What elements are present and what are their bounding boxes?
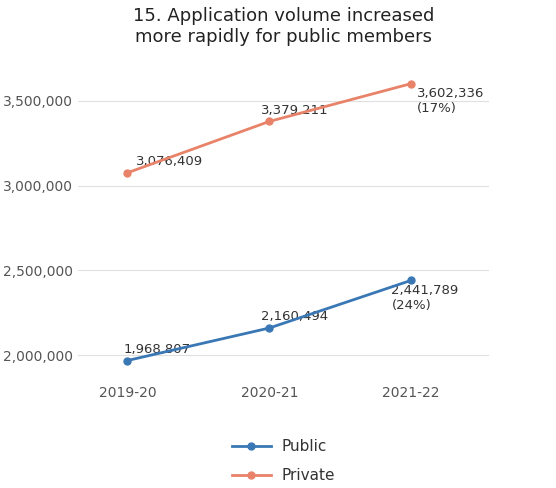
Private [266,119,272,124]
Line: Private: Private [124,80,415,176]
Text: 2,441,789
(24%): 2,441,789 (24%) [391,284,459,312]
Text: 3,379,211: 3,379,211 [261,103,329,117]
Text: 2,160,494: 2,160,494 [261,310,328,323]
Title: 15. Application volume increased
more rapidly for public members: 15. Application volume increased more ra… [133,7,434,46]
Public [266,325,272,331]
Private [408,81,415,86]
Line: Public: Public [124,277,415,364]
Text: 3,076,409: 3,076,409 [136,155,203,168]
Private [124,170,131,176]
Public [408,277,415,283]
Legend: Public, Private: Public, Private [226,433,341,488]
Text: 1,968,807: 1,968,807 [123,343,190,356]
Public [124,358,131,364]
Text: 3,602,336
(17%): 3,602,336 (17%) [417,87,484,115]
